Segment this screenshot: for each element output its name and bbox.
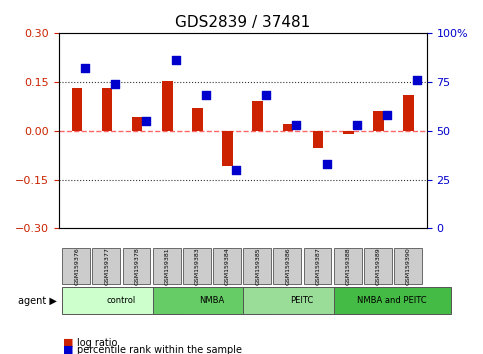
FancyBboxPatch shape <box>213 248 241 284</box>
Point <box>112 81 119 86</box>
Text: NMBA and PEITC: NMBA and PEITC <box>357 296 427 305</box>
Text: GSM159388: GSM159388 <box>346 247 351 285</box>
Bar <box>313 131 323 148</box>
Bar <box>192 108 203 131</box>
Point <box>202 92 210 98</box>
FancyBboxPatch shape <box>243 248 271 284</box>
FancyBboxPatch shape <box>304 248 331 284</box>
Text: GSM159381: GSM159381 <box>165 247 170 285</box>
Text: GSM159384: GSM159384 <box>225 247 230 285</box>
Point <box>232 167 240 172</box>
Point <box>353 122 360 127</box>
Text: ■: ■ <box>63 344 73 354</box>
Point <box>262 92 270 98</box>
Text: GSM159389: GSM159389 <box>376 247 381 285</box>
Text: log ratio: log ratio <box>77 338 118 348</box>
Bar <box>343 131 354 134</box>
Text: GSM159387: GSM159387 <box>315 247 321 285</box>
Point <box>383 112 391 118</box>
FancyBboxPatch shape <box>93 248 120 284</box>
Bar <box>132 118 142 131</box>
Bar <box>162 81 172 131</box>
FancyBboxPatch shape <box>394 248 422 284</box>
Bar <box>102 88 112 131</box>
Text: PEITC: PEITC <box>290 296 313 305</box>
Text: GSM159385: GSM159385 <box>256 247 260 285</box>
FancyBboxPatch shape <box>334 287 451 314</box>
Bar <box>403 95 414 131</box>
FancyBboxPatch shape <box>123 248 150 284</box>
Bar <box>222 131 233 166</box>
FancyBboxPatch shape <box>183 248 211 284</box>
Text: agent ▶: agent ▶ <box>18 296 57 306</box>
FancyBboxPatch shape <box>62 248 90 284</box>
Point <box>293 122 300 127</box>
FancyBboxPatch shape <box>62 287 179 314</box>
FancyBboxPatch shape <box>334 248 361 284</box>
Title: GDS2839 / 37481: GDS2839 / 37481 <box>175 15 310 30</box>
Text: ■: ■ <box>63 337 73 347</box>
Point <box>413 77 421 82</box>
Text: GSM159378: GSM159378 <box>135 247 140 285</box>
Point <box>172 57 180 63</box>
Point <box>82 65 89 71</box>
Bar <box>71 88 82 131</box>
Text: control: control <box>106 296 135 305</box>
Text: GSM159377: GSM159377 <box>104 247 110 285</box>
Bar <box>253 101 263 131</box>
Text: GSM159386: GSM159386 <box>285 247 290 285</box>
Point <box>142 118 149 124</box>
Bar <box>283 124 293 131</box>
Text: percentile rank within the sample: percentile rank within the sample <box>77 345 242 354</box>
FancyBboxPatch shape <box>364 248 392 284</box>
FancyBboxPatch shape <box>243 287 360 314</box>
FancyBboxPatch shape <box>273 248 301 284</box>
FancyBboxPatch shape <box>153 248 181 284</box>
FancyBboxPatch shape <box>153 287 270 314</box>
Text: GSM159376: GSM159376 <box>74 247 79 285</box>
Text: NMBA: NMBA <box>199 296 224 305</box>
Point <box>323 161 330 167</box>
Text: GSM159390: GSM159390 <box>406 247 411 285</box>
Text: GSM159383: GSM159383 <box>195 247 200 285</box>
Bar <box>373 111 384 131</box>
